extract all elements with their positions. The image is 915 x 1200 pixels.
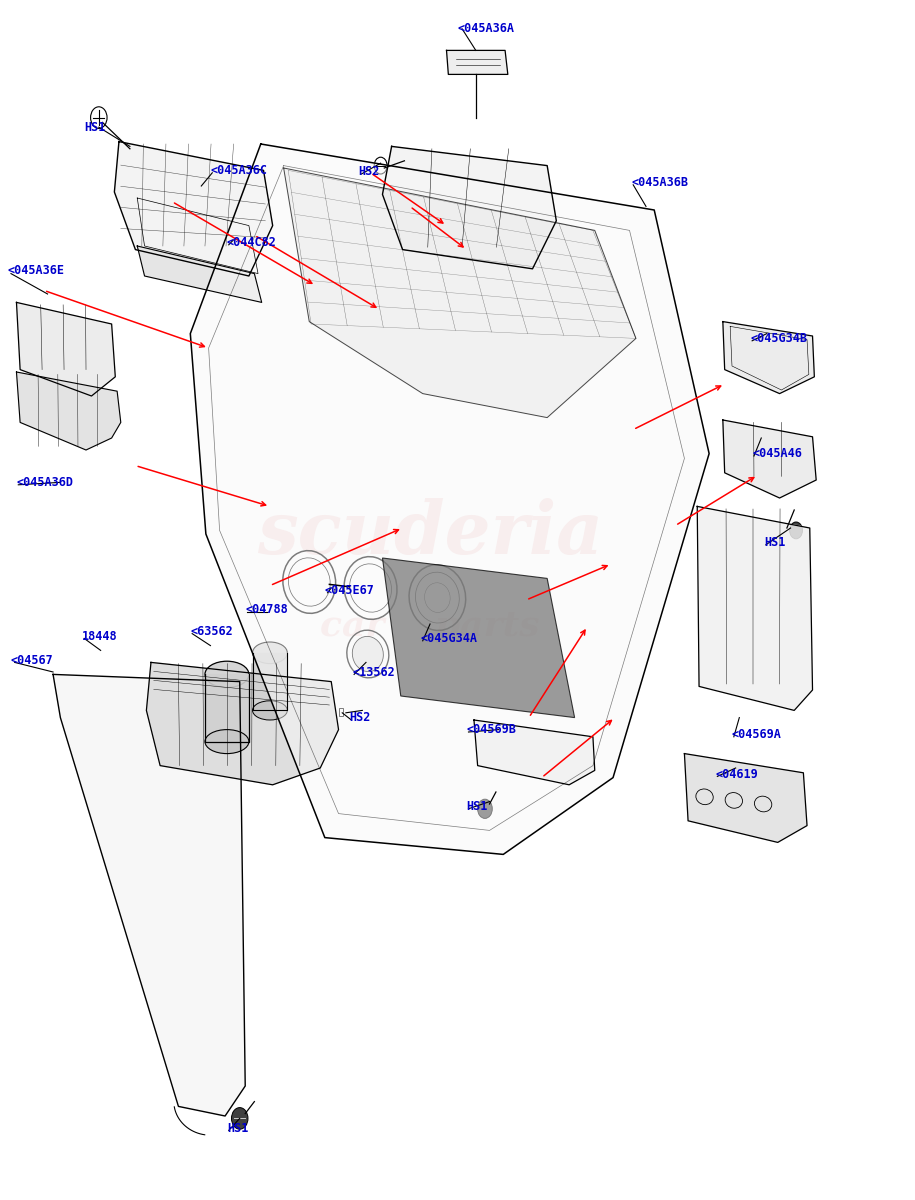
Polygon shape <box>16 302 115 396</box>
Text: HS1: HS1 <box>227 1122 248 1134</box>
Text: HS1: HS1 <box>84 121 105 133</box>
Text: car    parts: car parts <box>320 610 540 643</box>
Text: scuderia: scuderia <box>257 498 603 570</box>
Text: <04567: <04567 <box>11 654 54 666</box>
Polygon shape <box>474 720 595 785</box>
Polygon shape <box>447 50 508 74</box>
Text: <045A36A: <045A36A <box>458 23 514 35</box>
Text: <04788: <04788 <box>245 604 288 616</box>
Text: <04569A: <04569A <box>732 728 782 740</box>
Ellipse shape <box>253 642 287 664</box>
Text: <045A36B: <045A36B <box>631 176 688 188</box>
Circle shape <box>790 522 802 539</box>
Text: <045A46: <045A46 <box>752 448 802 460</box>
Ellipse shape <box>352 636 383 672</box>
Text: HS2: HS2 <box>359 166 380 178</box>
Text: HS1: HS1 <box>764 536 785 548</box>
Text: <045A36C: <045A36C <box>210 164 267 176</box>
Ellipse shape <box>253 701 287 720</box>
Text: <044C82: <044C82 <box>227 236 277 248</box>
Polygon shape <box>114 142 273 276</box>
Text: <045G34A: <045G34A <box>421 632 478 644</box>
Ellipse shape <box>205 661 249 688</box>
Text: <04619: <04619 <box>716 768 759 780</box>
Text: <045G34B: <045G34B <box>750 332 807 344</box>
Polygon shape <box>16 372 121 450</box>
Polygon shape <box>137 246 262 302</box>
Polygon shape <box>53 674 245 1116</box>
Ellipse shape <box>205 730 249 754</box>
Polygon shape <box>284 168 636 418</box>
Polygon shape <box>146 662 339 785</box>
Text: <045A36D: <045A36D <box>16 476 73 488</box>
Text: <13562: <13562 <box>352 666 395 678</box>
Polygon shape <box>684 754 807 842</box>
Polygon shape <box>697 506 813 710</box>
Polygon shape <box>382 146 556 269</box>
Text: <63562: <63562 <box>190 625 233 637</box>
Polygon shape <box>382 558 575 718</box>
Polygon shape <box>723 420 816 498</box>
Polygon shape <box>205 674 249 742</box>
Circle shape <box>231 1108 248 1129</box>
Polygon shape <box>253 653 287 710</box>
Text: HS2: HS2 <box>350 712 371 724</box>
Circle shape <box>478 799 492 818</box>
Text: HS1: HS1 <box>467 800 488 812</box>
Text: <04569B: <04569B <box>467 724 517 736</box>
Polygon shape <box>723 322 814 394</box>
Text: <045A36E: <045A36E <box>7 264 64 276</box>
Text: 18448: 18448 <box>82 630 118 642</box>
Text: <045E67: <045E67 <box>325 584 375 596</box>
Polygon shape <box>190 144 709 854</box>
